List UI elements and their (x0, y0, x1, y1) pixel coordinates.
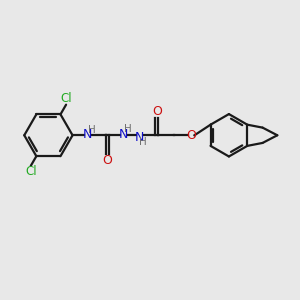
Text: N: N (135, 130, 144, 143)
Text: H: H (139, 137, 147, 147)
Text: H: H (124, 124, 132, 134)
Text: N: N (83, 128, 92, 141)
Text: Cl: Cl (60, 92, 72, 105)
Text: O: O (187, 129, 196, 142)
Text: H: H (88, 125, 96, 135)
Text: N: N (119, 128, 128, 141)
Text: O: O (153, 105, 163, 118)
Text: O: O (102, 154, 112, 166)
Text: Cl: Cl (25, 165, 37, 178)
